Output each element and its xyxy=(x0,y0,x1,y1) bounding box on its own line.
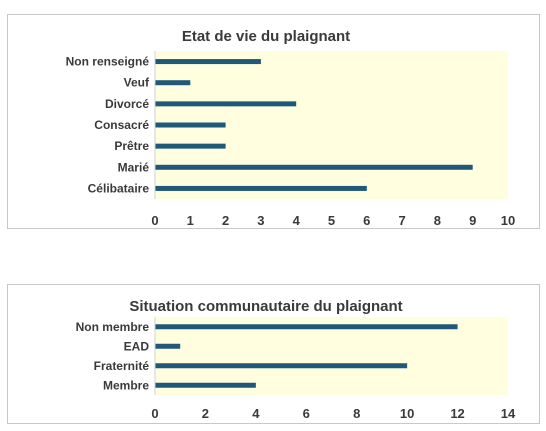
x-tick-label: 10 xyxy=(400,406,414,421)
chart-situation-communautaire: Situation communautaire du plaignant Non… xyxy=(76,298,516,421)
bar xyxy=(155,101,297,107)
x-tick-label: 2 xyxy=(202,406,209,421)
bar xyxy=(155,185,367,191)
x-tick-label: 3 xyxy=(257,213,264,228)
category-label: Fraternité xyxy=(94,359,150,373)
x-tick-label: 12 xyxy=(450,406,464,421)
chart-panel-situation-communautaire: Situation communautaire du plaignant Non… xyxy=(7,284,540,424)
bar xyxy=(155,80,191,86)
x-tick-label: 4 xyxy=(252,406,260,421)
x-tick-label: 6 xyxy=(363,213,370,228)
category-label: Consacré xyxy=(94,118,149,132)
x-tick-label: 6 xyxy=(303,406,310,421)
x-tick-label: 8 xyxy=(353,406,360,421)
chart-etat-de-vie: Etat de vie du plaignant Non renseigné Ve… xyxy=(66,28,516,228)
category-label: EAD xyxy=(124,339,150,353)
x-tick-label: 10 xyxy=(501,213,515,228)
x-tick-label: 9 xyxy=(469,213,476,228)
x-tick-label: 0 xyxy=(151,213,158,228)
category-label: Veuf xyxy=(124,76,150,90)
chart-panel-etat-de-vie: Etat de vie du plaignant Non renseigné Ve… xyxy=(7,14,540,229)
x-tick-label: 7 xyxy=(398,213,405,228)
bar xyxy=(155,143,226,149)
category-label: Célibataire xyxy=(88,181,150,195)
x-tick-label: 1 xyxy=(187,213,194,228)
x-tick-label: 0 xyxy=(151,406,158,421)
bar xyxy=(155,324,458,330)
x-tick-label: 2 xyxy=(222,213,229,228)
x-tick-label: 5 xyxy=(328,213,335,228)
category-label: Prêtre xyxy=(114,139,149,153)
category-label: Divorcé xyxy=(105,97,149,111)
bar xyxy=(155,363,408,369)
bar xyxy=(155,59,261,65)
category-label: Marié xyxy=(118,160,150,174)
chart-title: Etat de vie du plaignant xyxy=(182,28,350,45)
category-label: Membre xyxy=(103,378,149,392)
category-label: Non renseigné xyxy=(66,55,150,69)
plot-area xyxy=(155,317,508,395)
x-tick-label: 8 xyxy=(434,213,441,228)
x-tick-label: 4 xyxy=(293,213,301,228)
chart-title: Situation communautaire du plaignant xyxy=(129,298,402,315)
bar xyxy=(155,122,226,128)
bar xyxy=(155,343,181,349)
bar xyxy=(155,382,256,388)
category-label: Non membre xyxy=(76,320,150,334)
x-tick-label: 14 xyxy=(501,406,516,421)
bar xyxy=(155,164,473,170)
